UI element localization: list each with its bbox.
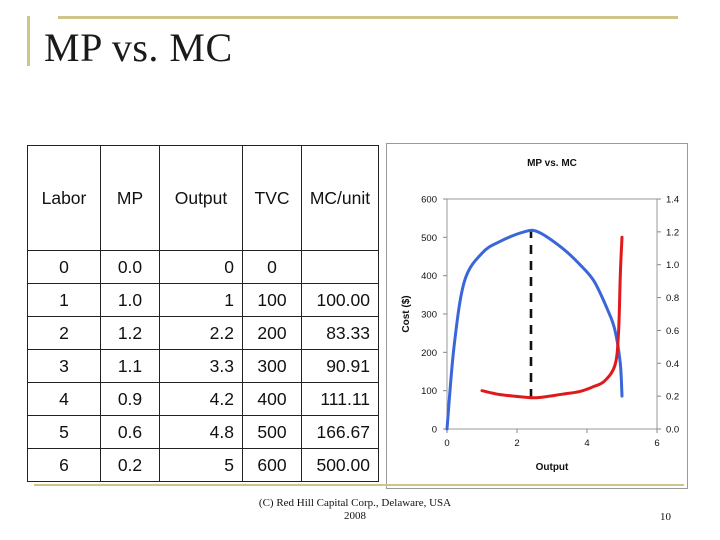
table-cell: 0.9: [100, 382, 160, 416]
table-cell: 6: [27, 448, 101, 482]
y2-tick-label: 0.0: [666, 425, 679, 436]
table-cell: 400: [242, 382, 302, 416]
footer-copyright: (C) Red Hill Capital Corp., Delaware, US…: [258, 497, 452, 509]
table-row: 3 1.1 3.3 300 90.91: [27, 349, 379, 383]
data-table: Labor MP Output TVC MC/unit 0 0.0 0 0 1 1.0 1 1…: [27, 145, 379, 482]
table-cell: 500.00: [301, 448, 379, 482]
mp-curve-line: [445, 228, 624, 431]
table-row: 4 0.9 4.2 400 111.11: [27, 382, 379, 416]
x-tick-label: 2: [514, 438, 519, 449]
footer: (C) Red Hill Capital Corp., Delaware, US…: [230, 497, 480, 523]
table-cell: 5: [27, 415, 101, 449]
page-number: 10: [660, 511, 671, 523]
table-body: 0 0.0 0 0 1 1.0 1 100 100.00 2 1.2 2.2 200 83.33 3 1.1 3…: [27, 250, 379, 482]
table-cell: 300: [242, 349, 302, 383]
table-cell: 1: [159, 283, 243, 317]
y-tick-label: 400: [421, 271, 437, 282]
table-row: 2 1.2 2.2 200 83.33: [27, 316, 379, 350]
table-cell: 1.0: [100, 283, 160, 317]
table-cell: 2: [27, 316, 101, 350]
table-row: 0 0.0 0 0: [27, 250, 379, 284]
table-cell: 83.33: [301, 316, 379, 350]
y2-tick-label: 1.4: [666, 195, 679, 206]
y2-tick-label: 1.2: [666, 227, 679, 238]
bottom-rule: [34, 484, 684, 486]
left-rule: [27, 16, 30, 66]
table-cell: 200: [242, 316, 302, 350]
table-cell: 3.3: [159, 349, 243, 383]
table-cell: 5: [159, 448, 243, 482]
table-row: 1 1.0 1 100 100.00: [27, 283, 379, 317]
table-cell: 90.91: [301, 349, 379, 383]
y2-tick-label: 1.0: [666, 260, 679, 271]
y-tick-label: 200: [421, 348, 437, 359]
table-cell: 4.2: [159, 382, 243, 416]
table-row: 6 0.2 5 600 500.00: [27, 448, 379, 482]
footer-year: 2008: [344, 510, 366, 522]
header-labor: Labor: [27, 145, 101, 251]
table-cell: 1.1: [100, 349, 160, 383]
table-cell: 1.2: [100, 316, 160, 350]
table-cell: 4.8: [159, 415, 243, 449]
mc-curve-line: [480, 235, 624, 400]
y2-tick-label: 0.2: [666, 392, 679, 403]
y-tick-label: 0: [432, 425, 437, 436]
y-tick-label: 300: [421, 310, 437, 321]
table-header-row: Labor MP Output TVC MC/unit: [27, 145, 379, 251]
header-output: Output: [159, 145, 243, 251]
table-row: 5 0.6 4.8 500 166.67: [27, 415, 379, 449]
table-cell: 600: [242, 448, 302, 482]
header-mc-unit: MC/unit: [301, 145, 379, 251]
y-tick-label: 500: [421, 233, 437, 244]
table-cell: 500: [242, 415, 302, 449]
table-cell: 0: [159, 250, 243, 284]
x-tick-label: 0: [444, 438, 449, 449]
table-cell: 0.2: [100, 448, 160, 482]
table-cell: 166.67: [301, 415, 379, 449]
y-tick-label: 100: [421, 386, 437, 397]
top-rule: [58, 16, 678, 19]
table-cell: 0: [27, 250, 101, 284]
header-tvc: TVC: [242, 145, 302, 251]
table-cell: 2.2: [159, 316, 243, 350]
y2-tick-label: 0.8: [666, 293, 679, 304]
table-cell: 0: [242, 250, 302, 284]
x-tick-label: 4: [584, 438, 589, 449]
y2-tick-label: 0.4: [666, 359, 679, 370]
header-mp: MP: [100, 145, 160, 251]
table-cell: 0.6: [100, 415, 160, 449]
table-cell: 100.00: [301, 283, 379, 317]
slide-title: MP vs. MC: [44, 25, 233, 70]
table-cell: 111.11: [301, 382, 379, 416]
table-cell: 0.0: [100, 250, 160, 284]
table-cell: 3: [27, 349, 101, 383]
x-axis-label: Output: [536, 462, 569, 473]
table-cell: [301, 250, 379, 284]
chart-title: MP vs. MC: [527, 158, 577, 169]
table-cell: 1: [27, 283, 101, 317]
table-cell: 4: [27, 382, 101, 416]
y-axis-label: Cost ($): [401, 295, 412, 332]
y-tick-label: 600: [421, 195, 437, 206]
y2-tick-label: 0.6: [666, 326, 679, 337]
x-tick-label: 6: [654, 438, 659, 449]
table-cell: 100: [242, 283, 302, 317]
